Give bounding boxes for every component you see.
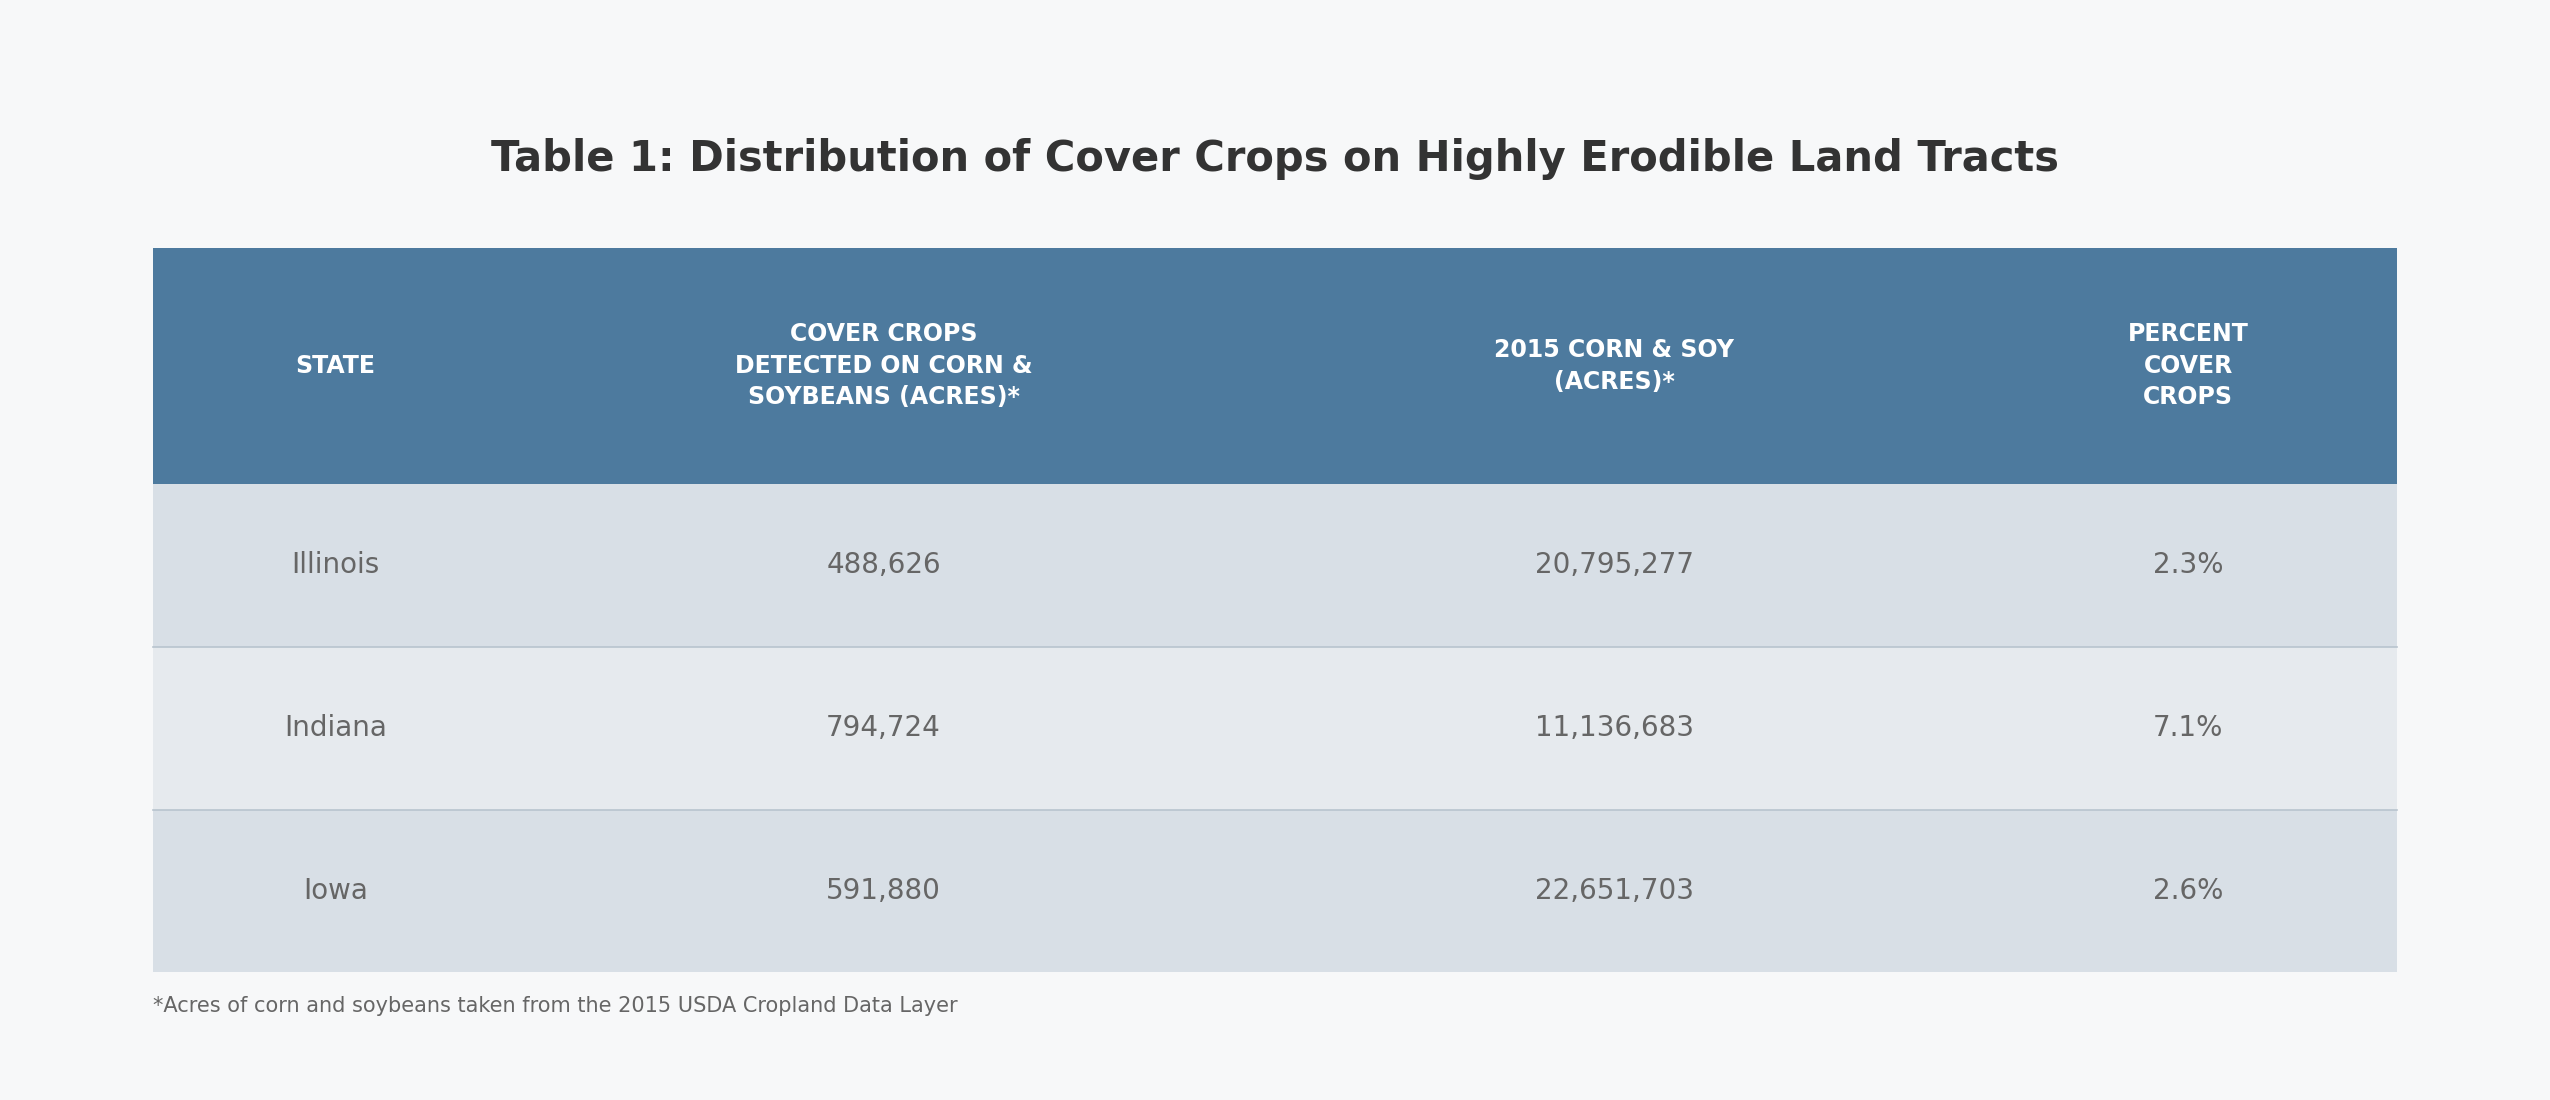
- Text: Illinois: Illinois: [291, 551, 380, 580]
- Text: 794,724: 794,724: [826, 714, 941, 742]
- Text: Iowa: Iowa: [303, 877, 367, 905]
- Text: *Acres of corn and soybeans taken from the 2015 USDA Cropland Data Layer: *Acres of corn and soybeans taken from t…: [153, 996, 959, 1015]
- Text: STATE: STATE: [296, 354, 375, 377]
- Text: 2.3%: 2.3%: [2152, 551, 2224, 580]
- Text: Table 1: Distribution of Cover Crops on Highly Erodible Land Tracts: Table 1: Distribution of Cover Crops on …: [492, 139, 2058, 180]
- Text: 591,880: 591,880: [826, 877, 941, 905]
- Text: 20,795,277: 20,795,277: [1535, 551, 1693, 580]
- Text: Indiana: Indiana: [283, 714, 388, 742]
- Text: 2.6%: 2.6%: [2152, 877, 2224, 905]
- Text: 11,136,683: 11,136,683: [1535, 714, 1693, 742]
- Text: 488,626: 488,626: [826, 551, 941, 580]
- Text: PERCENT
COVER
CROPS: PERCENT COVER CROPS: [2127, 322, 2249, 409]
- Text: 2015 CORN & SOY
(ACRES)*: 2015 CORN & SOY (ACRES)*: [1494, 338, 1734, 394]
- Text: COVER CROPS
DETECTED ON CORN &
SOYBEANS (ACRES)*: COVER CROPS DETECTED ON CORN & SOYBEANS …: [734, 322, 1033, 409]
- Text: 7.1%: 7.1%: [2152, 714, 2224, 742]
- Text: 22,651,703: 22,651,703: [1535, 877, 1693, 905]
